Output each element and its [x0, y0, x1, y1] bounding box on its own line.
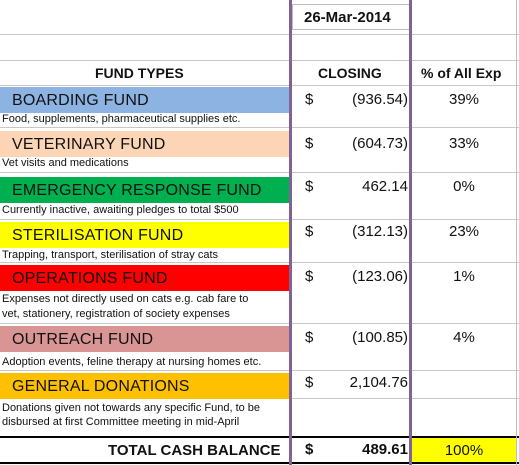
total-closing: 489.61 — [362, 441, 408, 458]
fund-band-boarding — [0, 87, 290, 113]
currency-symbol: $ — [305, 135, 314, 152]
currency-symbol: $ — [305, 329, 314, 346]
fund-name-sterilisation: STERILISATION FUND — [12, 227, 184, 244]
header-fund-types: FUND TYPES — [95, 65, 184, 81]
table-right-border — [516, 0, 517, 465]
closing-outreach: (100.85) — [352, 329, 408, 346]
fund-name-boarding: BOARDING FUND — [12, 92, 149, 109]
header-closing: CLOSING — [318, 65, 382, 81]
total-bottom-border — [0, 462, 519, 464]
total-top-border — [0, 436, 519, 438]
fund-name-general-donations: GENERAL DONATIONS — [12, 378, 190, 395]
column-separator — [289, 0, 292, 465]
fund-band-outreach — [0, 326, 290, 352]
closing-general-donations: 2,104.76 — [349, 374, 408, 391]
total-pct-highlight — [412, 438, 516, 462]
grid-line — [0, 127, 519, 128]
pct-sterilisation: 23% — [448, 223, 480, 240]
fund-name-outreach: OUTREACH FUND — [12, 331, 154, 348]
fund-desc-general-line2: disbursed at first Committee meeting in … — [2, 416, 240, 428]
fund-name-emergency: EMERGENCY RESPONSE FUND — [12, 182, 262, 199]
pct-emergency: 0% — [453, 178, 475, 195]
closing-veterinary: (604.73) — [352, 135, 408, 152]
report-date: 26-Mar-2014 — [304, 9, 391, 26]
fund-desc-operations-line1: Expenses not directly used on cats e.g. … — [2, 293, 249, 305]
currency-symbol: $ — [305, 374, 314, 391]
closing-emergency: 462.14 — [362, 178, 408, 195]
grid-line — [0, 85, 519, 86]
fund-band-general-donations — [0, 373, 290, 399]
total-pct: 100% — [444, 442, 484, 459]
fund-desc-emergency: Currently inactive, awaiting pledges to … — [2, 204, 239, 216]
column-separator — [409, 0, 412, 465]
pct-operations: 1% — [453, 268, 475, 285]
grid-line — [0, 370, 519, 371]
grid-line — [0, 219, 519, 220]
pct-outreach: 4% — [453, 329, 475, 346]
fund-desc-general-line1: Donations given not towards any specific… — [2, 402, 261, 414]
fund-band-emergency — [0, 177, 290, 203]
closing-operations: (123.06) — [352, 268, 408, 285]
fund-desc-operations-line2: vet, stationery, registration of society… — [2, 308, 230, 320]
fund-desc-veterinary: Vet visits and medications — [2, 157, 129, 169]
pct-boarding: 39% — [448, 91, 480, 108]
fund-desc-boarding: Food, supplements, pharmaceutical suppli… — [2, 113, 241, 125]
date-cell — [292, 4, 410, 30]
grid-line — [0, 262, 519, 263]
currency-symbol: $ — [305, 223, 314, 240]
currency-symbol: $ — [305, 178, 314, 195]
fund-desc-sterilisation: Trapping, transport, sterilisation of st… — [2, 249, 219, 261]
grid-line — [0, 34, 519, 35]
fund-band-operations — [0, 265, 290, 291]
fund-desc-outreach: Adoption events, feline therapy at nursi… — [2, 356, 262, 368]
fund-band-veterinary — [0, 131, 290, 157]
grid-line — [0, 60, 519, 61]
header-pct-all-exp: % of All Exp — [421, 65, 502, 81]
fund-name-veterinary: VETERINARY FUND — [12, 136, 166, 153]
currency-symbol: $ — [305, 268, 314, 285]
pct-veterinary: 33% — [448, 135, 480, 152]
fund-band-sterilisation — [0, 222, 290, 248]
closing-sterilisation: (312.13) — [352, 223, 408, 240]
fund-name-operations: OPERATIONS FUND — [12, 270, 168, 287]
total-label: TOTAL CASH BALANCE — [108, 442, 281, 459]
grid-line — [0, 172, 519, 173]
total-currency: $ — [305, 441, 314, 458]
currency-symbol: $ — [305, 91, 314, 108]
closing-boarding: (936.54) — [352, 91, 408, 108]
grid-line — [0, 323, 519, 324]
